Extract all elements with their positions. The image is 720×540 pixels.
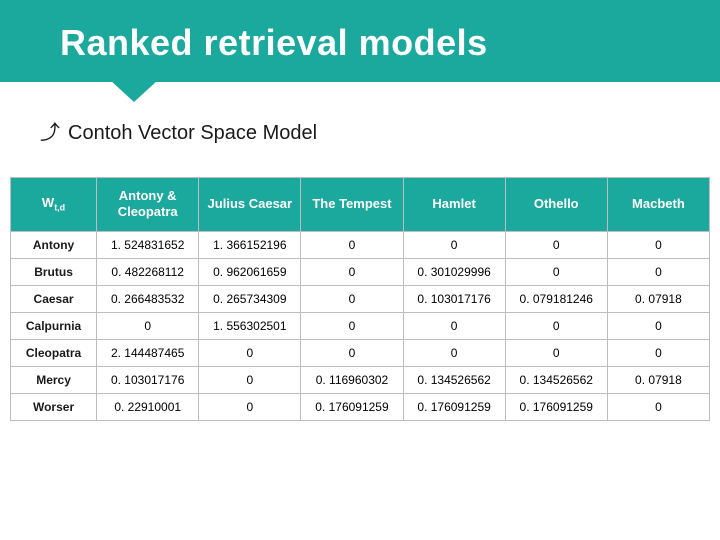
table-row: Antony 1. 524831652 1. 366152196 0 0 0 0 bbox=[11, 231, 710, 258]
cell: 0 bbox=[403, 231, 505, 258]
callout-pointer-icon bbox=[110, 80, 158, 102]
cell: 0. 265734309 bbox=[199, 285, 301, 312]
table-row: Worser 0. 22910001 0 0. 176091259 0. 176… bbox=[11, 393, 710, 420]
table-body: Antony 1. 524831652 1. 366152196 0 0 0 0… bbox=[11, 231, 710, 420]
cell: 0 bbox=[199, 393, 301, 420]
cell: 0 bbox=[97, 312, 199, 339]
cell: 0 bbox=[607, 339, 709, 366]
cell: 0. 176091259 bbox=[505, 393, 607, 420]
col-header: Hamlet bbox=[403, 178, 505, 232]
cell: 0 bbox=[403, 339, 505, 366]
row-term: Caesar bbox=[11, 285, 97, 312]
cell: 0 bbox=[505, 258, 607, 285]
cell: 0. 22910001 bbox=[97, 393, 199, 420]
cell: 0. 301029996 bbox=[403, 258, 505, 285]
row-term: Mercy bbox=[11, 366, 97, 393]
cell: 0. 103017176 bbox=[97, 366, 199, 393]
cell: 0. 176091259 bbox=[403, 393, 505, 420]
cell: 0 bbox=[607, 231, 709, 258]
body-area: ⤴ Contoh Vector Space Model bbox=[0, 82, 720, 177]
cell: 0. 103017176 bbox=[403, 285, 505, 312]
col-header: The Tempest bbox=[301, 178, 403, 232]
table-row: Brutus 0. 482268112 0. 962061659 0 0. 30… bbox=[11, 258, 710, 285]
cell: 0. 176091259 bbox=[301, 393, 403, 420]
cell: 0. 07918 bbox=[607, 366, 709, 393]
bullet-rest: Vector Space Model bbox=[133, 122, 318, 144]
cell: 0. 079181246 bbox=[505, 285, 607, 312]
bullet-leading: Contoh bbox=[68, 122, 133, 144]
row-term: Worser bbox=[11, 393, 97, 420]
cell: 0. 134526562 bbox=[403, 366, 505, 393]
slide-title: Ranked retrieval models bbox=[60, 22, 690, 64]
cell: 0 bbox=[403, 312, 505, 339]
corner-main: W bbox=[42, 195, 54, 210]
cell: 0 bbox=[301, 258, 403, 285]
table-row: Caesar 0. 266483532 0. 265734309 0 0. 10… bbox=[11, 285, 710, 312]
bullet-icon: ⤴ bbox=[40, 123, 60, 143]
cell: 0 bbox=[505, 312, 607, 339]
cell: 1. 366152196 bbox=[199, 231, 301, 258]
cell: 0. 266483532 bbox=[97, 285, 199, 312]
cell: 0. 482268112 bbox=[97, 258, 199, 285]
cell: 0 bbox=[607, 312, 709, 339]
bullet-line: ⤴ Contoh Vector Space Model bbox=[40, 122, 710, 145]
cell: 0 bbox=[505, 231, 607, 258]
row-term: Cleopatra bbox=[11, 339, 97, 366]
cell: 0. 134526562 bbox=[505, 366, 607, 393]
col-header: Antony & Cleopatra bbox=[97, 178, 199, 232]
cell: 0 bbox=[301, 285, 403, 312]
table-header-row: Wt,d Antony & Cleopatra Julius Caesar Th… bbox=[11, 178, 710, 232]
table-container: Wt,d Antony & Cleopatra Julius Caesar Th… bbox=[0, 177, 720, 421]
row-term: Antony bbox=[11, 231, 97, 258]
cell: 1. 524831652 bbox=[97, 231, 199, 258]
slide: Ranked retrieval models ⤴ Contoh Vector … bbox=[0, 0, 720, 540]
row-term: Brutus bbox=[11, 258, 97, 285]
cell: 0 bbox=[199, 339, 301, 366]
cell: 0 bbox=[505, 339, 607, 366]
cell: 0 bbox=[607, 393, 709, 420]
col-header: Julius Caesar bbox=[199, 178, 301, 232]
col-header: Othello bbox=[505, 178, 607, 232]
bullet-text: Contoh Vector Space Model bbox=[68, 122, 317, 145]
table-row: Mercy 0. 103017176 0 0. 116960302 0. 134… bbox=[11, 366, 710, 393]
cell: 0. 07918 bbox=[607, 285, 709, 312]
row-term: Calpurnia bbox=[11, 312, 97, 339]
corner-sub: t,d bbox=[54, 202, 65, 212]
cell: 0 bbox=[301, 312, 403, 339]
cell: 0 bbox=[607, 258, 709, 285]
cell: 0. 116960302 bbox=[301, 366, 403, 393]
title-band: Ranked retrieval models bbox=[0, 0, 720, 82]
table-row: Calpurnia 0 1. 556302501 0 0 0 0 bbox=[11, 312, 710, 339]
cell: 1. 556302501 bbox=[199, 312, 301, 339]
cell: 0. 962061659 bbox=[199, 258, 301, 285]
cell: 0 bbox=[199, 366, 301, 393]
col-header: Macbeth bbox=[607, 178, 709, 232]
cell: 0 bbox=[301, 339, 403, 366]
corner-header: Wt,d bbox=[11, 178, 97, 232]
table-row: Cleopatra 2. 144487465 0 0 0 0 0 bbox=[11, 339, 710, 366]
cell: 0 bbox=[301, 231, 403, 258]
vsm-table: Wt,d Antony & Cleopatra Julius Caesar Th… bbox=[10, 177, 710, 421]
cell: 2. 144487465 bbox=[97, 339, 199, 366]
